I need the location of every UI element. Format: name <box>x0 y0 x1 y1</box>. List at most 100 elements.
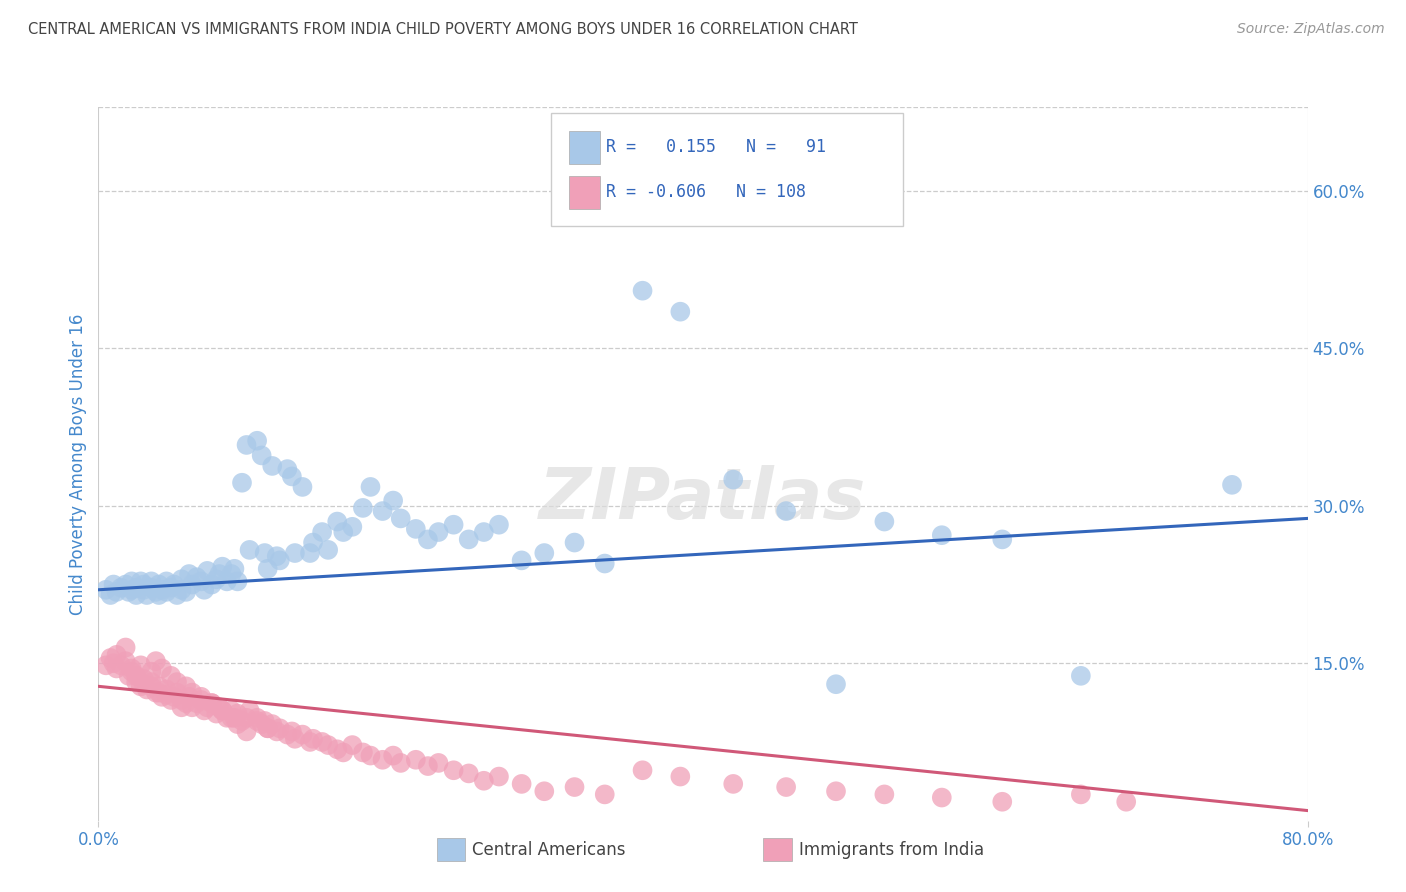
Point <box>190 693 212 707</box>
Point <box>775 780 797 794</box>
Point <box>155 574 177 589</box>
Point <box>125 588 148 602</box>
Point <box>148 679 170 693</box>
Text: R = -0.606   N = 108: R = -0.606 N = 108 <box>606 183 806 202</box>
Point <box>135 588 157 602</box>
Point <box>201 696 224 710</box>
Point <box>125 675 148 690</box>
Point <box>155 585 177 599</box>
Point <box>205 706 228 721</box>
Point <box>231 475 253 490</box>
Point <box>1070 669 1092 683</box>
Point <box>186 570 208 584</box>
Point <box>163 577 186 591</box>
Point <box>991 533 1014 547</box>
Point <box>443 517 465 532</box>
Point <box>332 524 354 539</box>
Point <box>326 515 349 529</box>
Point <box>110 581 132 595</box>
Point <box>281 469 304 483</box>
Point <box>100 588 122 602</box>
Point <box>105 585 128 599</box>
Point <box>141 665 163 679</box>
Point <box>145 654 167 668</box>
Point <box>593 788 616 802</box>
Point <box>201 696 224 710</box>
Point <box>326 742 349 756</box>
Point <box>472 524 495 539</box>
Point <box>302 535 325 549</box>
Point <box>226 574 249 589</box>
Point <box>215 711 238 725</box>
Text: Source: ZipAtlas.com: Source: ZipAtlas.com <box>1237 22 1385 37</box>
Point <box>311 735 333 749</box>
Point <box>103 577 125 591</box>
Point <box>121 574 143 589</box>
Point <box>125 581 148 595</box>
Point <box>235 711 257 725</box>
Text: CENTRAL AMERICAN VS IMMIGRANTS FROM INDIA CHILD POVERTY AMONG BOYS UNDER 16 CORR: CENTRAL AMERICAN VS IMMIGRANTS FROM INDI… <box>28 22 858 37</box>
Point <box>360 748 382 763</box>
Point <box>457 533 479 547</box>
Point <box>669 770 692 784</box>
Point <box>132 672 155 686</box>
Point <box>129 679 152 693</box>
Point <box>190 690 212 704</box>
Point <box>148 577 170 591</box>
Point <box>231 714 253 728</box>
Point <box>564 535 586 549</box>
Point <box>488 770 510 784</box>
Point <box>931 790 953 805</box>
Point <box>1115 795 1137 809</box>
Point <box>150 690 173 704</box>
Point <box>669 304 692 318</box>
Point <box>201 577 224 591</box>
Point <box>181 577 204 591</box>
Point <box>510 777 533 791</box>
Point <box>179 567 201 582</box>
Point <box>166 588 188 602</box>
Point <box>103 657 125 671</box>
Point <box>266 549 288 564</box>
Text: Immigrants from India: Immigrants from India <box>799 841 984 859</box>
Point <box>166 675 188 690</box>
Point <box>121 661 143 675</box>
Point <box>170 693 193 707</box>
Point <box>221 703 243 717</box>
Point <box>195 700 218 714</box>
Point <box>593 557 616 571</box>
Point <box>226 717 249 731</box>
Point <box>352 746 374 760</box>
Point <box>256 721 278 735</box>
Point <box>405 753 427 767</box>
Point <box>246 711 269 725</box>
Point <box>160 693 183 707</box>
Point <box>389 756 412 770</box>
Point <box>1070 788 1092 802</box>
Point <box>94 582 117 597</box>
Point <box>533 546 555 560</box>
Point <box>262 717 284 731</box>
Point <box>150 582 173 597</box>
Point <box>262 458 284 473</box>
Point <box>723 777 745 791</box>
Point <box>427 524 450 539</box>
Point <box>825 677 848 691</box>
Point <box>269 721 291 735</box>
Point <box>991 795 1014 809</box>
Point <box>135 682 157 697</box>
Point <box>211 559 233 574</box>
Point <box>190 574 212 589</box>
Point <box>302 731 325 746</box>
Point <box>205 572 228 586</box>
Point <box>291 480 314 494</box>
Point <box>360 480 382 494</box>
Text: Central Americans: Central Americans <box>472 841 626 859</box>
Point <box>405 522 427 536</box>
Point <box>195 564 218 578</box>
Point <box>155 682 177 697</box>
Point <box>174 696 197 710</box>
Point <box>239 703 262 717</box>
Y-axis label: Child Poverty Among Boys Under 16: Child Poverty Among Boys Under 16 <box>69 313 87 615</box>
Point <box>148 685 170 699</box>
